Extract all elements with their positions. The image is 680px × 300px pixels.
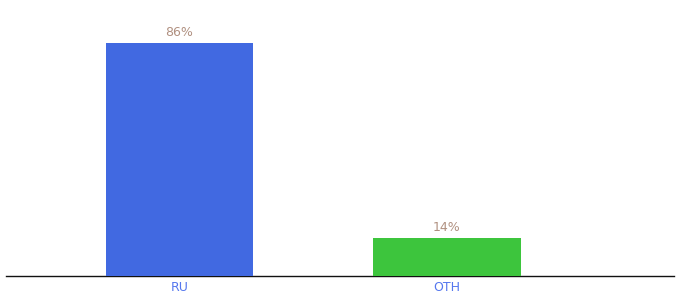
Text: 86%: 86% [165,26,193,39]
Text: 14%: 14% [433,221,461,234]
Bar [373,238,521,276]
Bar [106,44,253,276]
